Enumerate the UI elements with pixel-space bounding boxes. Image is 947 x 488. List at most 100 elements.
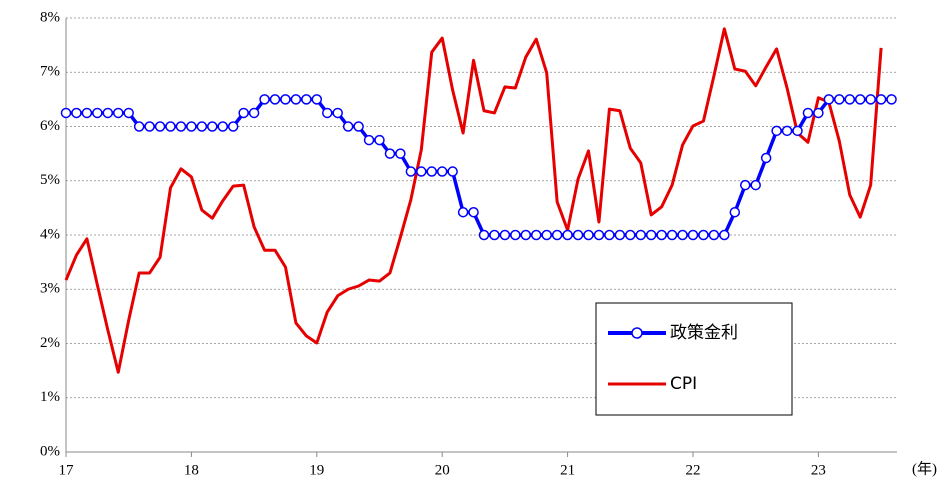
marker: [123, 107, 134, 119]
series-line: [64, 27, 883, 374]
marker: [562, 229, 573, 241]
marker: [781, 125, 793, 137]
marker: [499, 229, 511, 241]
marker: [760, 152, 772, 164]
marker: [92, 107, 103, 119]
x-tick-label: 23: [811, 462, 826, 478]
marker: [572, 229, 584, 241]
legend-label: CPI: [670, 374, 697, 394]
marker: [698, 229, 709, 241]
x-tick-label: 19: [309, 462, 324, 478]
marker: [593, 229, 605, 241]
marker: [322, 107, 333, 119]
marker: [395, 148, 406, 159]
legend-marker: [631, 327, 643, 339]
marker: [102, 107, 114, 119]
y-tick-label: 1%: [40, 389, 60, 405]
marker: [813, 107, 824, 119]
marker: [186, 121, 197, 132]
marker: [280, 94, 291, 105]
marker: [834, 94, 845, 105]
marker: [520, 229, 532, 241]
marker: [740, 179, 751, 191]
marker: [708, 229, 720, 241]
marker: [311, 94, 323, 105]
marker: [604, 229, 615, 241]
marker: [238, 107, 249, 119]
x-unit-label: (年): [912, 460, 937, 477]
marker: [614, 229, 626, 241]
y-tick-label: 6%: [40, 118, 60, 134]
marker: [656, 229, 667, 241]
marker: [854, 94, 866, 105]
marker: [81, 107, 93, 119]
marker: [583, 229, 594, 241]
marker: [645, 229, 657, 241]
marker: [666, 229, 678, 241]
marker: [468, 206, 479, 218]
marker: [541, 229, 552, 241]
marker: [875, 94, 887, 105]
marker: [771, 125, 782, 137]
marker: [478, 229, 490, 241]
marker: [844, 94, 855, 105]
y-tick-label: 3%: [40, 281, 60, 297]
marker: [353, 121, 364, 132]
x-tick-label: 22: [686, 462, 701, 478]
marker: [719, 229, 730, 241]
marker: [447, 166, 458, 177]
x-tick-label: 20: [435, 462, 450, 478]
marker: [729, 206, 741, 218]
marker: [802, 107, 814, 119]
marker: [60, 107, 72, 119]
y-tick-label: 7%: [40, 64, 60, 80]
x-tick-label: 18: [184, 462, 199, 478]
series-line: [66, 97, 892, 237]
y-tick-label: 4%: [40, 226, 60, 242]
marker: [332, 107, 343, 119]
marker: [687, 229, 699, 241]
legend-box: [595, 302, 793, 416]
marker: [635, 229, 646, 241]
marker: [551, 229, 563, 241]
marker: [196, 121, 208, 132]
marker: [227, 121, 239, 132]
marker: [426, 166, 437, 177]
marker: [436, 166, 448, 177]
marker: [207, 121, 218, 132]
marker: [259, 94, 270, 105]
marker: [750, 179, 761, 191]
marker: [374, 134, 385, 146]
marker: [886, 94, 897, 105]
y-tick-label: 0%: [40, 443, 60, 459]
marker: [269, 94, 281, 105]
marker: [865, 94, 876, 105]
marker: [625, 229, 636, 241]
marker: [416, 166, 427, 177]
marker: [175, 121, 187, 132]
marker: [823, 94, 835, 105]
marker: [342, 121, 354, 132]
marker: [144, 121, 155, 132]
marker: [113, 107, 124, 119]
marker: [792, 125, 803, 137]
marker: [677, 229, 688, 241]
y-tick-label: 5%: [40, 172, 60, 188]
x-tick-label: 21: [560, 462, 575, 478]
marker: [457, 206, 469, 218]
marker: [531, 229, 542, 241]
marker: [384, 148, 396, 159]
legend-label: 政策金利: [670, 323, 738, 343]
marker: [217, 121, 228, 132]
marker: [71, 107, 82, 119]
y-tick-label: 8%: [40, 9, 60, 25]
marker: [405, 166, 417, 177]
marker: [510, 229, 521, 241]
marker: [165, 121, 176, 132]
y-tick-label: 2%: [40, 335, 60, 351]
marker: [489, 229, 500, 241]
marker: [301, 94, 312, 105]
marker: [290, 94, 302, 105]
marker: [154, 121, 166, 132]
